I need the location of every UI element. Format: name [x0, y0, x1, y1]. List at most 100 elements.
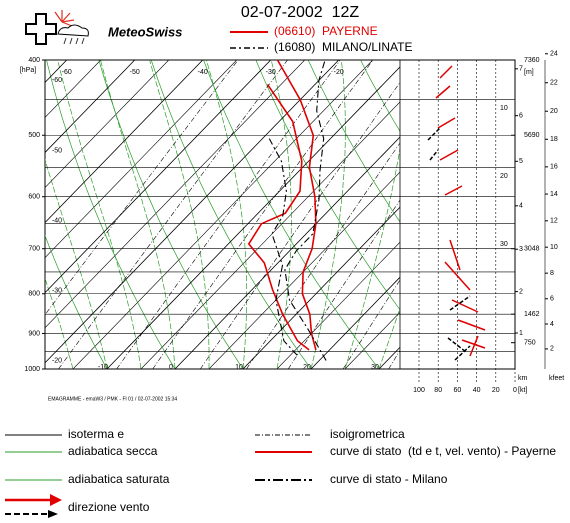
height-unit: [m]	[524, 69, 534, 76]
dry-adiabat	[517, 60, 570, 369]
legend-label: (06610) PAYERNE	[274, 24, 378, 38]
kfeet-tick-label: 6	[550, 296, 554, 303]
wind-tick-label: 60	[454, 387, 462, 394]
kfeet-label: kfeet	[549, 375, 564, 382]
kfeet-tick-label: 18	[550, 136, 558, 143]
km-tick-label: 1	[519, 330, 523, 337]
isotherm-label: -30	[266, 69, 276, 76]
mixing-label: 30	[500, 241, 508, 248]
isotherm-label: -60	[52, 77, 62, 84]
isotherm	[378, 346, 400, 369]
isotherm-minor	[45, 60, 169, 188]
y-tick-label: 700	[28, 246, 40, 253]
km-tick-label: 7	[519, 66, 523, 73]
wind-tick-label: 0	[513, 387, 517, 394]
kfeet-tick-label: 4	[550, 321, 554, 328]
moist-adiabat	[100, 60, 176, 369]
isohygrometric	[342, 279, 400, 369]
y-unit: [hPa]	[20, 67, 36, 74]
diagram-area	[0, 60, 570, 369]
legend-label: direzione vento	[68, 500, 150, 514]
wind-tick-label: 80	[434, 387, 442, 394]
isotherm-label: -10	[98, 364, 108, 371]
isotherm-label: 20	[303, 364, 311, 371]
isotherm-label: -40	[198, 69, 208, 76]
height-label: 7360	[524, 57, 540, 64]
isotherm	[45, 60, 340, 364]
isotherm-minor	[72, 60, 373, 369]
legend-label: isoterma e	[68, 427, 124, 441]
isotherm	[45, 60, 272, 294]
kfeet-tick-label: 8	[550, 270, 554, 277]
isotherm-minor	[45, 60, 237, 259]
isotherm-minor	[481, 60, 570, 369]
y-tick-label: 800	[28, 291, 40, 298]
y-tick-label: 500	[28, 132, 40, 139]
title: 02-07-2002 12Z	[241, 4, 360, 21]
temperature-curve	[284, 59, 327, 361]
isotherm-label: -60	[62, 69, 72, 76]
moist-adiabat	[413, 60, 529, 369]
isotherm-label: -40	[52, 217, 62, 224]
moist-adiabat	[45, 158, 108, 369]
isotherm-label: -50	[52, 147, 62, 154]
isohygrometric	[200, 81, 400, 369]
isotherm-label: -30	[52, 288, 62, 295]
isotherm	[242, 206, 400, 369]
height-label: 1462	[524, 311, 540, 318]
isotherm	[45, 60, 204, 224]
dry-adiabat	[46, 60, 176, 369]
km-tick-label: 6	[519, 113, 523, 120]
isotherm-label: 10	[235, 364, 243, 371]
dewpoint-curve	[247, 83, 310, 351]
isotherm-minor	[45, 60, 101, 118]
isotherm	[106, 66, 400, 369]
y-tick-label: 900	[28, 330, 40, 337]
isohygrometric	[388, 349, 400, 369]
isotherm-minor	[45, 60, 305, 329]
legend-label: curve di stato (td e t, vel. vento) - Pa…	[330, 444, 556, 458]
isotherm-label: 0	[169, 364, 173, 371]
isotherm-label: 30	[371, 364, 379, 371]
moist-adiabat	[57, 60, 142, 369]
kfeet-tick-label: 22	[550, 80, 558, 87]
moist-adiabat	[344, 146, 400, 369]
km-label: km	[518, 375, 528, 382]
isotherm-minor	[413, 60, 570, 369]
legend-label: curve di stato - Milano	[330, 472, 448, 486]
isotherm-minor	[208, 171, 400, 369]
legend-label: (16080) MILANO/LINATE	[274, 40, 413, 54]
legend-label: adiabatica secca	[68, 444, 158, 458]
dry-adiabat	[45, 234, 108, 369]
moist-adiabat	[206, 60, 248, 369]
height-label: 750	[524, 340, 536, 347]
mixing-label: 10	[500, 105, 508, 112]
kfeet-tick-label: 16	[550, 164, 558, 171]
dry-adiabat	[413, 60, 570, 369]
temperature-curve	[276, 59, 317, 351]
isotherm-label: -20	[334, 69, 344, 76]
y-tick-label: 600	[28, 194, 40, 201]
dry-adiabat	[0, 60, 39, 369]
isotherm-minor	[0, 60, 33, 369]
wind-unit: [kt]	[518, 387, 527, 394]
kfeet-tick-label: 12	[550, 218, 558, 225]
isohygrometric	[246, 142, 400, 369]
moist-adiabat	[0, 60, 39, 369]
isotherm	[310, 276, 400, 369]
logo	[25, 10, 89, 45]
isotherm-minor	[344, 311, 400, 369]
mixing-label: 20	[500, 173, 508, 180]
isotherm	[174, 136, 400, 369]
height-label: 5690	[524, 132, 540, 139]
isotherm	[45, 60, 136, 154]
frame	[44, 59, 516, 370]
isotherm-label: -20	[52, 358, 62, 365]
y-tick-label: 1000	[24, 366, 40, 373]
height-label: 3048	[524, 246, 540, 253]
isotherm-minor	[140, 101, 400, 369]
wind-tick-label: 100	[413, 387, 425, 394]
km-tick-label: 5	[519, 158, 523, 165]
wind-tick-label: 20	[492, 387, 500, 394]
